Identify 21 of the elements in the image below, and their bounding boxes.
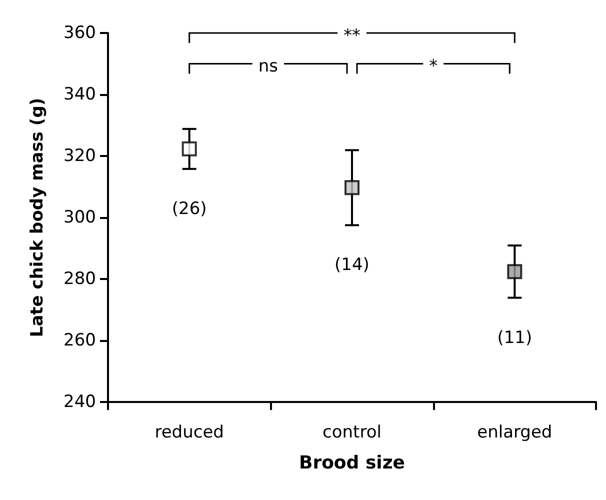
y-tick-label: 240 <box>64 392 96 412</box>
annotation: (11) <box>497 328 532 348</box>
y-tick-label: 320 <box>64 146 96 166</box>
annotation: * <box>429 56 438 77</box>
x-tick-label: control <box>322 422 382 442</box>
y-tick-label: 300 <box>64 208 96 228</box>
annotation: ns <box>258 56 278 77</box>
annotation: (26) <box>172 198 207 219</box>
annotation: ** <box>344 26 360 46</box>
point <box>507 264 522 280</box>
y-tick-label: 280 <box>64 269 96 289</box>
x-tick-label: enlarged <box>477 422 552 442</box>
y-tick-label: 360 <box>64 23 96 43</box>
annotation: (14) <box>334 255 370 276</box>
y-tick-label: 260 <box>64 330 96 350</box>
y-axis-title: Late chick body mass (g) <box>28 98 48 338</box>
point <box>344 180 360 196</box>
x-tick-label: reduced <box>154 422 224 442</box>
x-axis-title: Brood size <box>298 452 406 474</box>
point <box>182 141 197 156</box>
y-tick-label: 340 <box>64 84 96 104</box>
